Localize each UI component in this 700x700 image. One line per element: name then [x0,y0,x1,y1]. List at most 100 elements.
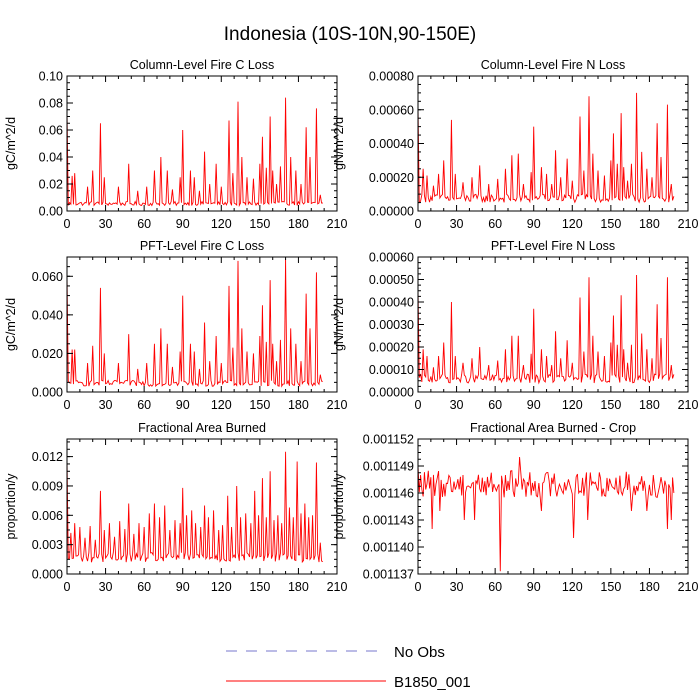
panel-title: Column-Level Fire N Loss [481,58,626,72]
x-tick-label: 210 [678,398,699,412]
x-tick-label: 0 [415,217,422,231]
x-tick-label: 60 [488,217,502,231]
x-tick-label: 120 [211,398,232,412]
y-tick-label: 0.00020 [369,341,414,355]
legend-label-b1850: B1850_001 [394,674,471,691]
x-tick-label: 180 [639,398,660,412]
y-tick-label: 0.001143 [363,514,414,528]
y-axis-label: proportion/y [332,473,346,540]
x-tick-label: 30 [99,398,113,412]
y-tick-label: 0.00060 [369,251,414,265]
y-tick-label: 0.08 [39,97,63,111]
x-tick-label: 90 [527,580,541,594]
x-tick-label: 30 [99,580,113,594]
figure-title: Indonesia (10S-10N,90-150E) [223,24,477,45]
y-tick-label: 0.00030 [369,318,414,332]
x-tick-label: 90 [527,217,541,231]
y-tick-label: 0.009 [32,479,63,493]
x-tick-label: 0 [64,217,71,231]
x-tick-label: 60 [488,580,502,594]
x-tick-label: 210 [678,217,699,231]
x-tick-label: 150 [600,580,621,594]
series-line-b1850 [66,97,323,208]
series-line-b1850 [417,92,675,204]
legend: No Obs B1850_001 [226,644,471,691]
x-tick-label: 0 [415,398,422,412]
y-tick-label: 0.10 [39,70,63,84]
panel-title: PFT-Level Fire N Loss [491,239,615,253]
panel-title: Fractional Area Burned [138,421,266,435]
y-tick-label: 0.00 [39,205,63,219]
y-tick-label: 0.00060 [369,103,414,117]
x-tick-label: 120 [211,217,232,231]
panel-title: Column-Level Fire C Loss [130,58,275,72]
x-tick-label: 180 [288,398,309,412]
x-tick-label: 120 [562,398,583,412]
x-tick-label: 210 [327,217,348,231]
y-tick-label: 0.000 [32,386,63,400]
y-tick-label: 0.00000 [369,205,414,219]
chart-panel-2: Column-Level Fire N Loss gN/m^2/d 0 30 60 90 1… [332,58,698,231]
x-tick-label: 90 [176,398,190,412]
y-axis-label: proportion/y [4,473,18,540]
series-line-b1850 [66,451,324,564]
x-tick-label: 90 [527,398,541,412]
y-tick-label: 0.06 [39,124,63,138]
x-tick-label: 210 [327,398,348,412]
x-tick-label: 0 [415,580,422,594]
y-tick-label: 0.001149 [363,460,414,474]
panel-title: Fractional Area Burned - Crop [470,421,636,435]
chart-panel-6: Fractional Area Burned - Crop proportion/… [332,421,698,594]
y-axis-label: gN/m^2/d [332,298,346,351]
x-tick-label: 60 [137,580,151,594]
x-tick-label: 150 [600,217,621,231]
x-tick-label: 180 [639,217,660,231]
x-tick-label: 180 [288,217,309,231]
plot-frame [66,438,338,575]
x-tick-label: 150 [249,580,270,594]
y-tick-label: 0.00010 [369,363,414,377]
x-tick-label: 90 [176,580,190,594]
y-tick-label: 0.001140 [363,541,414,555]
x-tick-label: 90 [176,217,190,231]
y-tick-label: 0.00040 [369,137,414,151]
x-tick-label: 0 [64,580,71,594]
chart-panel-5: Fractional Area Burned proportion/y 0 30 60 9… [4,421,347,594]
y-tick-label: 0.003 [32,538,63,552]
y-tick-label: 0.000 [32,568,63,582]
y-tick-label: 0.001146 [363,487,414,501]
y-tick-label: 0.012 [32,450,63,464]
panels-group: Column-Level Fire C Loss gC/m^2/d 0 30 60 90 1… [4,58,698,594]
y-tick-label: 0.001137 [363,568,414,582]
chart-panel-4: PFT-Level Fire N Loss gN/m^2/d 0 30 60 90 120 1… [332,239,698,412]
legend-label-no-obs: No Obs [394,644,445,661]
x-tick-label: 60 [137,217,151,231]
x-tick-label: 60 [488,398,502,412]
y-tick-label: 0.00020 [369,171,414,185]
x-tick-label: 30 [450,217,464,231]
y-tick-label: 0.04 [39,151,63,165]
x-tick-label: 150 [600,398,621,412]
y-tick-label: 0.00080 [369,70,414,84]
x-tick-label: 150 [249,398,270,412]
y-tick-label: 0.00040 [369,296,414,310]
x-tick-label: 120 [562,217,583,231]
y-tick-label: 0.00000 [369,386,414,400]
x-tick-label: 150 [249,217,270,231]
x-tick-label: 180 [288,580,309,594]
x-tick-label: 210 [327,580,348,594]
chart-panel-3: PFT-Level Fire C Loss gC/m^2/d 0 30 60 90 120 1… [4,239,347,412]
x-tick-label: 120 [211,580,232,594]
series-line-b1850 [66,258,323,388]
x-tick-label: 0 [64,398,71,412]
x-tick-label: 30 [99,217,113,231]
y-tick-label: 0.040 [32,308,63,322]
x-tick-label: 120 [562,580,583,594]
y-axis-label: gC/m^2/d [4,298,18,351]
y-tick-label: 0.001152 [363,433,414,447]
y-axis-label: gN/m^2/d [332,117,346,170]
series-line-b1850 [417,274,675,385]
y-tick-label: 0.02 [39,178,63,192]
y-tick-label: 0.020 [32,347,63,361]
